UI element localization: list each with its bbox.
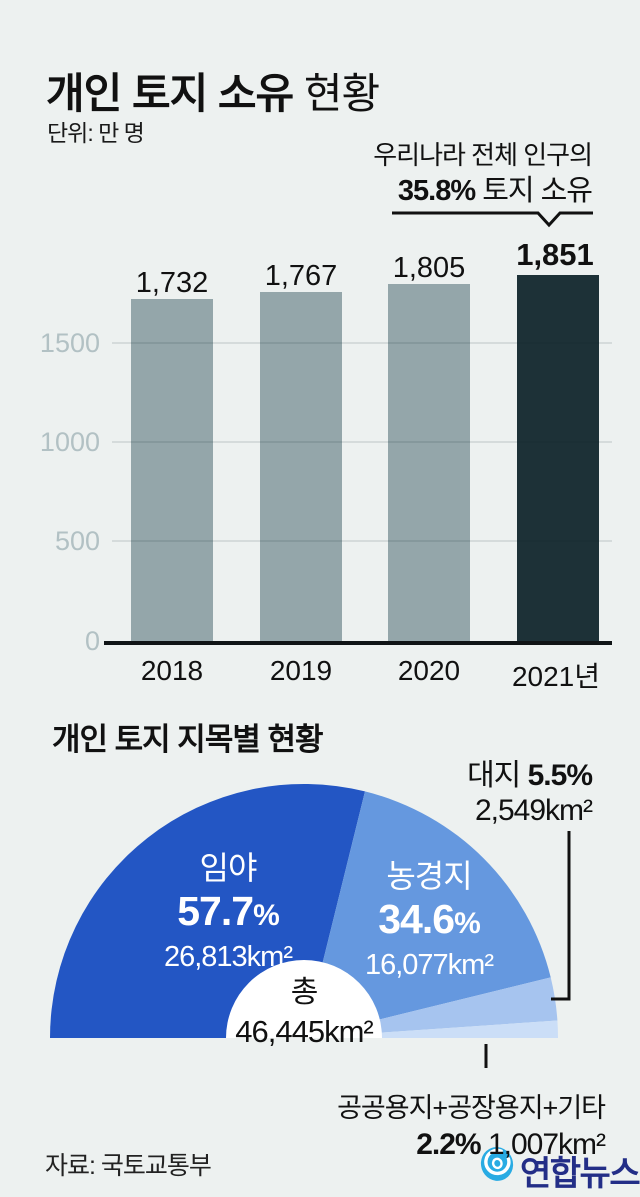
source-label: 자료: 국토교통부 xyxy=(45,1152,212,1180)
daeji-label-block: 대지 5.5% 2,549km² xyxy=(467,758,593,828)
ytick-1500: 1500 xyxy=(39,328,100,358)
x-axis-line xyxy=(104,641,612,645)
bar-2021-highlight xyxy=(517,275,599,643)
year-label-2020: 2020 xyxy=(397,655,461,686)
total-value: 46,445km² xyxy=(235,1014,373,1049)
year-label-2019: 2019 xyxy=(269,655,333,686)
etc-name: 공공용지+공장용지+기타 xyxy=(337,1093,606,1123)
nonggyeongji-label-block: 농경지 34.6% 16,077km² xyxy=(329,856,529,983)
imya-label-block: 임야 57.7% 26,813km² xyxy=(128,848,328,975)
imya-name: 임야 xyxy=(199,850,258,886)
gridline-1000 xyxy=(112,441,612,443)
bar-value-2021: 1,851 xyxy=(516,237,594,272)
bar-2019 xyxy=(260,292,342,643)
annotation-callout: 우리나라 전체 인구의 35.8% 토지 소유 xyxy=(373,138,593,210)
annotation-underline-pointer xyxy=(392,211,593,228)
ytick-500: 500 xyxy=(54,526,100,556)
annotation-rest: 토지 소유 xyxy=(475,175,593,207)
daeji-leader-line xyxy=(551,831,571,1001)
gridline-500 xyxy=(112,540,612,542)
bar-value-2020: 1,805 xyxy=(392,252,466,284)
total-label: 총 xyxy=(290,976,319,1009)
year-label-2018: 2018 xyxy=(140,655,204,686)
page-title: 개인 토지 소유 현황 xyxy=(46,60,380,121)
annotation-line1: 우리나라 전체 인구의 xyxy=(373,140,593,170)
imya-percent: 57.7% xyxy=(177,888,279,934)
nonggyeongji-name: 농경지 xyxy=(386,858,472,894)
bar-2018 xyxy=(131,299,213,643)
etc-percent-area: 2.2% 1,007km² xyxy=(416,1128,606,1161)
bar-value-2018: 1,732 xyxy=(135,267,209,299)
nonggyeongji-percent: 34.6% xyxy=(378,896,480,942)
bar-2020 xyxy=(388,284,470,643)
ytick-1000: 1000 xyxy=(39,427,100,457)
section2-title: 개인 토지 지목별 현황 xyxy=(52,722,324,757)
annotation-percentage: 35.8% xyxy=(397,175,476,207)
gridline-1500 xyxy=(112,342,612,344)
daeji-name-percent: 대지 5.5% xyxy=(467,759,593,792)
yonhap-logo-text: 연합뉴스 xyxy=(520,1155,640,1193)
page-title-emphasis: 개인 토지 소유 xyxy=(46,70,294,117)
annotation-line2: 35.8% 토지 소유 xyxy=(373,172,593,210)
page-title-rest: 현황 xyxy=(293,70,380,117)
bar-value-2019: 1,767 xyxy=(264,260,338,292)
daeji-area: 2,549km² xyxy=(474,794,593,827)
unit-label: 단위: 만 명 xyxy=(47,120,145,146)
ytick-0: 0 xyxy=(84,626,100,656)
imya-area: 26,813km² xyxy=(163,941,293,973)
year-label-2021: 2021년 xyxy=(511,661,601,692)
donut-center-label: 총 46,445km² xyxy=(204,974,404,1052)
etc-label-block: 공공용지+공장용지+기타 2.2% 1,007km² xyxy=(337,1090,606,1164)
